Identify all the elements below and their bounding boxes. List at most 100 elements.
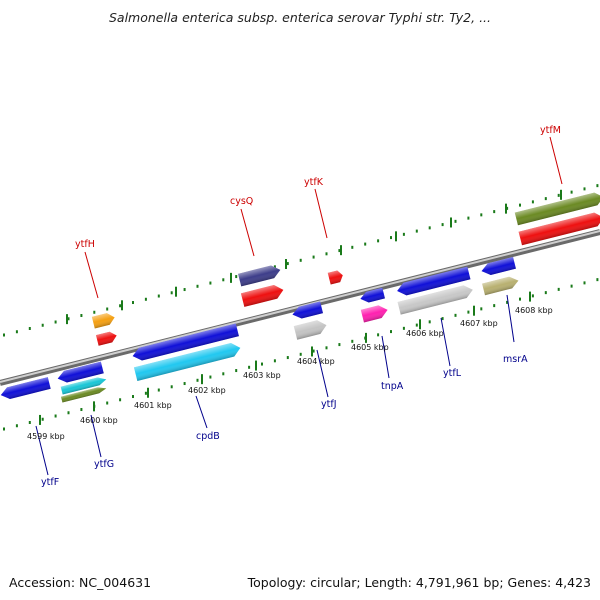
feature-ytfJ-blue[interactable] (291, 301, 324, 321)
feature-ytfH-orange[interactable] (91, 311, 116, 329)
gene-label-ytfJ[interactable]: ytfJ (321, 399, 337, 410)
gene-label-ytfH[interactable]: ytfH (75, 239, 95, 250)
feature-ytfH-red[interactable] (95, 330, 118, 346)
guide-dot (454, 219, 457, 223)
leader-msrA (506, 294, 515, 343)
guide-dot (106, 401, 109, 405)
guide-dot (41, 323, 44, 327)
map-title: Salmonella enterica subsp. enterica sero… (108, 10, 492, 25)
feature-ytfF[interactable] (0, 377, 51, 401)
feature-cysQ-red-shade (240, 285, 284, 307)
guide-dot (467, 216, 470, 220)
guide-dot (454, 313, 457, 317)
guide-dot (377, 239, 380, 243)
leader-ytfJ (316, 349, 329, 398)
guide-dot (544, 197, 547, 201)
guide-dot (596, 278, 599, 282)
guide-dot (299, 352, 302, 356)
guide-dot (235, 369, 238, 373)
feature-ytfG-upper-shade (57, 361, 104, 383)
guide-dot (93, 310, 96, 314)
guide-dot (596, 184, 599, 188)
guide-dot (583, 281, 586, 285)
feature-tnpA-blue[interactable] (359, 287, 385, 305)
bottom-gene-labels: ytfF ytfG cpdB ytfJ tnpA ytfL msrA (35, 294, 528, 488)
tick-label-4606: 4606 kbp (406, 329, 444, 338)
guide-dot (183, 288, 186, 292)
feature-cpdB-cyan[interactable] (133, 341, 242, 381)
guide-dot (54, 320, 57, 324)
feature-cpdB-blue[interactable] (131, 323, 239, 363)
guide-dot (209, 375, 212, 379)
guide-dot (119, 398, 122, 402)
gene-label-ytfM[interactable]: ytfM (540, 125, 561, 136)
feature-ytfL-blue[interactable] (396, 266, 471, 298)
feature-msrA-khaki-shade (482, 276, 519, 296)
guide-dot (144, 297, 147, 301)
guide-dot (557, 193, 560, 197)
feature-ytfM-red-shade (518, 212, 600, 246)
feature-ytfL-blue-shade (397, 266, 471, 296)
guide-dot (80, 408, 83, 412)
guide-dot (67, 317, 70, 321)
feature-ytfL-grey[interactable] (397, 283, 475, 315)
guide-dot (583, 187, 586, 191)
feature-ytfK-red[interactable] (327, 269, 345, 285)
feature-ytfJ-grey-shade (293, 320, 327, 340)
gene-label-ytfL[interactable]: ytfL (443, 368, 462, 379)
guide-dot (248, 365, 251, 369)
guide-dot (441, 317, 444, 321)
accession-text: Accession: NC_004631 (9, 575, 152, 590)
guide-dot (28, 326, 31, 330)
leader-tnpA (381, 335, 390, 379)
feature-msrA-khaki[interactable] (482, 275, 520, 296)
tick-label-4605: 4605 kbp (351, 343, 389, 352)
feature-ytfM-red[interactable] (518, 211, 600, 246)
guide-dot (402, 326, 405, 330)
guide-dot (157, 294, 160, 298)
gene-label-ytfK[interactable]: ytfK (304, 177, 324, 188)
feature-cysQ-red[interactable] (240, 283, 285, 307)
feature-ytfJ-blue-shade (292, 301, 324, 319)
guide-dot (119, 304, 122, 308)
feature-ytfG-olive-shade (60, 387, 107, 403)
tick-label-4600: 4600 kbp (80, 416, 118, 425)
gene-label-cpdB[interactable]: cpdB (196, 431, 220, 442)
tick-label-4599: 4599 kbp (27, 432, 65, 441)
feature-ytfG-upper[interactable] (56, 361, 104, 385)
feature-tnpA-pink[interactable] (360, 304, 389, 323)
gene-label-tnpA[interactable]: tnpA (381, 381, 404, 392)
feature-ytfF-shade (0, 377, 51, 399)
feature-cpdB-blue-shade (132, 323, 239, 361)
gene-features (0, 191, 600, 403)
feature-ytfH-orange-shade (91, 313, 115, 329)
guide-dot (390, 330, 392, 334)
feature-ytfG-cyan[interactable] (60, 376, 108, 395)
tick-label-4608: 4608 kbp (515, 306, 553, 315)
feature-cysQ-navy[interactable] (238, 264, 282, 287)
guide-dot (3, 427, 5, 431)
feature-ytfJ-grey[interactable] (293, 318, 328, 340)
leader-ytfK (314, 188, 328, 239)
gene-label-cysQ[interactable]: cysQ (230, 196, 253, 207)
feature-msrA-blue[interactable] (480, 257, 516, 277)
tick-label-4607: 4607 kbp (460, 319, 498, 328)
feature-tnpA-pink-shade (360, 305, 388, 323)
gene-label-ytfG[interactable]: ytfG (94, 459, 114, 470)
guide-dot (170, 385, 173, 389)
guide-dot (415, 323, 418, 327)
guide-dot (519, 297, 521, 301)
guide-dot (390, 236, 392, 240)
gene-label-ytfF[interactable]: ytfF (41, 477, 59, 488)
feature-tnpA-blue-shade (360, 287, 385, 303)
guide-dot (351, 339, 354, 343)
feature-cysQ-navy-shade (238, 265, 281, 287)
guide-dot (286, 262, 289, 266)
guide-dot (377, 333, 380, 337)
feature-ytfM-olive[interactable] (514, 191, 600, 226)
feature-ytfG-olive[interactable] (60, 385, 107, 403)
feature-ytfL-grey-shade (397, 285, 473, 315)
gene-label-msrA[interactable]: msrA (503, 354, 528, 365)
guide-dot (557, 287, 560, 291)
guide-dot (506, 300, 509, 304)
